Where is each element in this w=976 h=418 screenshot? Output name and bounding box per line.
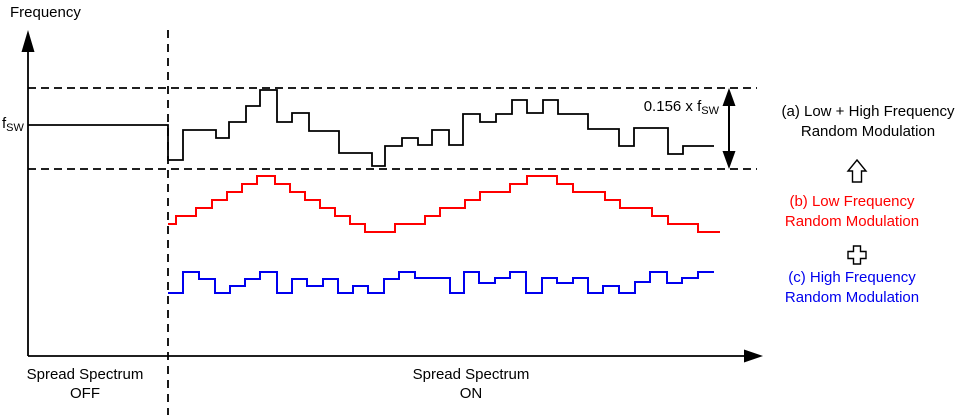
spread-spectrum-off-label: Spread Spectrum OFF (10, 365, 160, 403)
legend-a-line2: Random Modulation (800, 123, 936, 140)
waveform-high-frequency (168, 271, 714, 294)
legend-a-line1: (a) Low + High Frequency (781, 103, 955, 120)
fsw-main-text: f (2, 115, 7, 132)
band-width-label: 0.156 x fSW (560, 98, 719, 117)
spread-spectrum-on-line2: ON (459, 385, 483, 402)
spread-spectrum-off-line1: Spread Spectrum (26, 366, 144, 383)
legend-b-line1: (b) Low Frequency (789, 193, 915, 210)
fsw-tick-label: fSW (2, 114, 24, 138)
spread-spectrum-off-line2: OFF (70, 385, 100, 402)
frequency-axis-label-text: Frequency (10, 4, 81, 21)
waveform-low-plus-high-frequency (28, 89, 714, 167)
band-span-arrowhead-top-icon (722, 88, 736, 106)
band-width-label-sub: SW (701, 105, 719, 117)
legend-b-line2: Random Modulation (784, 213, 920, 230)
x-axis-arrowhead-icon (744, 349, 763, 363)
combine-up-arrow-icon (846, 158, 868, 183)
combine-plus-icon (847, 245, 867, 265)
y-axis-arrowhead-icon (21, 30, 35, 52)
legend-c-line2: Random Modulation (784, 289, 920, 306)
legend-b: (b) Low Frequency Random Modulation (752, 192, 952, 232)
band-span-arrowhead-bottom-icon (722, 151, 736, 169)
band-width-label-prefix: 0.156 x f (643, 98, 702, 115)
spread-spectrum-on-line1: Spread Spectrum (412, 366, 530, 383)
legend-c-line1: (c) High Frequency (788, 269, 916, 286)
waveform-low-frequency (168, 175, 720, 233)
fsw-sub-text: SW (6, 122, 24, 134)
legend-a: (a) Low + High Frequency Random Modulati… (760, 102, 976, 142)
legend-c: (c) High Frequency Random Modulation (752, 268, 952, 308)
frequency-axis-label: Frequency (10, 3, 81, 22)
spread-spectrum-on-label: Spread Spectrum ON (396, 365, 546, 403)
